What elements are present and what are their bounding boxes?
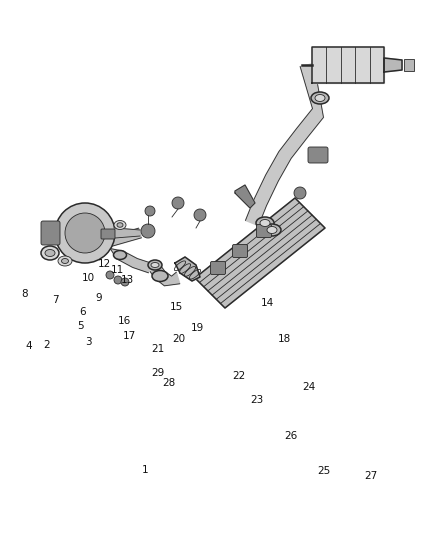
Text: 1: 1 [141, 465, 148, 475]
Text: 26: 26 [284, 431, 298, 441]
Text: 4: 4 [26, 341, 32, 351]
FancyBboxPatch shape [211, 262, 226, 274]
Text: 29: 29 [152, 368, 165, 378]
Text: 8: 8 [22, 289, 28, 299]
Text: 27: 27 [364, 471, 378, 481]
Ellipse shape [114, 221, 126, 230]
Circle shape [145, 206, 155, 216]
Text: 28: 28 [162, 378, 176, 388]
Text: 10: 10 [81, 273, 95, 283]
Ellipse shape [117, 223, 123, 227]
Text: 15: 15 [170, 302, 183, 312]
FancyBboxPatch shape [257, 224, 272, 238]
Bar [404, 59, 414, 71]
Ellipse shape [315, 94, 325, 101]
Text: 11: 11 [110, 265, 124, 275]
Ellipse shape [113, 251, 127, 260]
Text: 12: 12 [97, 259, 111, 269]
Polygon shape [195, 198, 325, 308]
Text: 21: 21 [152, 344, 165, 354]
FancyBboxPatch shape [101, 229, 115, 239]
Text: 3: 3 [85, 337, 91, 347]
Ellipse shape [45, 249, 55, 256]
Polygon shape [104, 228, 152, 273]
Circle shape [194, 209, 206, 221]
Text: 24: 24 [302, 382, 316, 392]
Polygon shape [235, 185, 255, 208]
Ellipse shape [151, 262, 159, 268]
Polygon shape [175, 257, 200, 281]
Polygon shape [150, 264, 180, 286]
Ellipse shape [148, 260, 162, 270]
FancyBboxPatch shape [308, 147, 328, 163]
Ellipse shape [267, 227, 277, 233]
Ellipse shape [311, 92, 329, 104]
Text: 2: 2 [44, 340, 50, 350]
Text: 17: 17 [122, 331, 136, 341]
Ellipse shape [263, 224, 281, 236]
Polygon shape [246, 63, 324, 225]
Text: 13: 13 [120, 275, 134, 285]
Circle shape [65, 213, 105, 253]
FancyBboxPatch shape [233, 245, 247, 257]
Circle shape [106, 271, 114, 279]
Ellipse shape [41, 246, 59, 260]
Circle shape [172, 197, 184, 209]
Circle shape [141, 224, 155, 238]
Polygon shape [384, 58, 402, 72]
Circle shape [121, 278, 129, 286]
Text: 5: 5 [77, 321, 83, 331]
Text: 6: 6 [80, 307, 86, 317]
Ellipse shape [58, 256, 72, 266]
Text: 9: 9 [95, 293, 102, 303]
Text: 19: 19 [191, 323, 204, 333]
Circle shape [55, 203, 115, 263]
Text: 16: 16 [117, 316, 131, 326]
Polygon shape [312, 47, 384, 83]
Polygon shape [115, 228, 140, 238]
Text: 22: 22 [233, 371, 246, 381]
Ellipse shape [256, 217, 274, 229]
Text: 20: 20 [173, 334, 186, 344]
Circle shape [114, 276, 122, 284]
FancyBboxPatch shape [41, 221, 60, 245]
Ellipse shape [260, 220, 270, 227]
Ellipse shape [152, 271, 168, 281]
Circle shape [294, 187, 306, 199]
Text: 14: 14 [260, 298, 274, 308]
Text: 18: 18 [277, 334, 291, 344]
Ellipse shape [61, 259, 68, 263]
Text: 25: 25 [318, 466, 331, 476]
Text: 23: 23 [251, 395, 264, 405]
Text: 7: 7 [52, 295, 58, 305]
